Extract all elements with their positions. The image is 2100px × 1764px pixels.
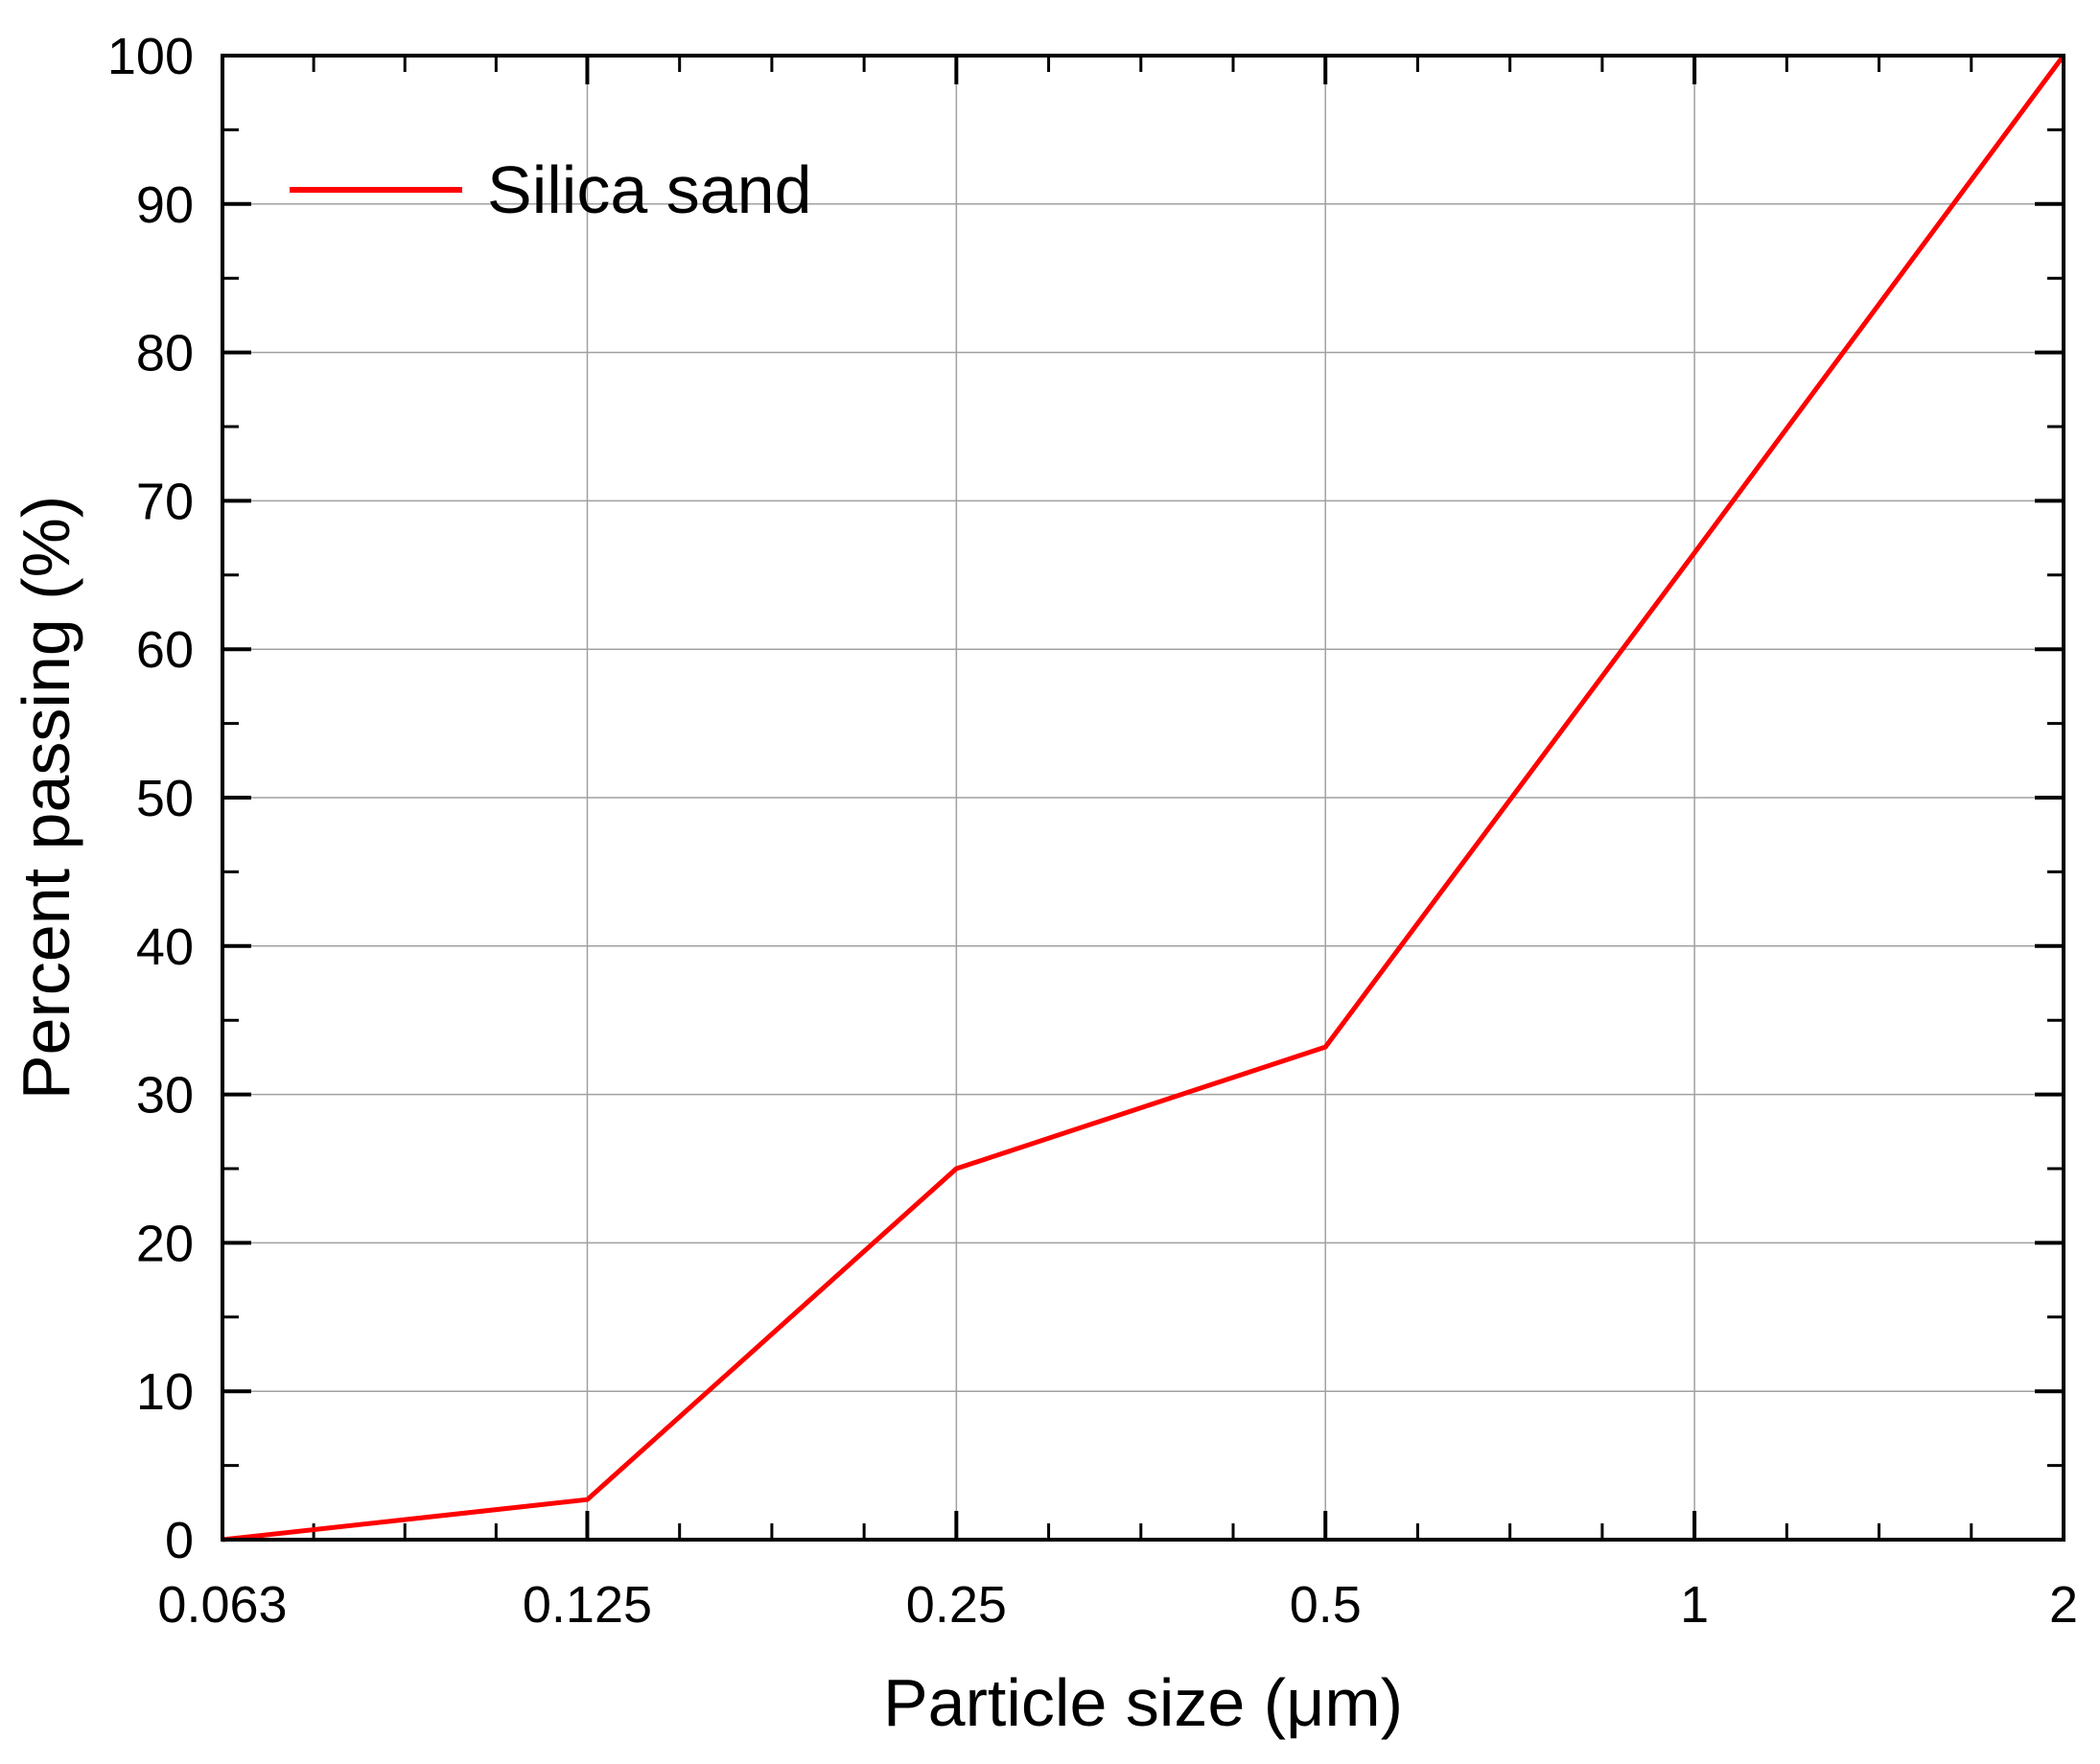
- x-tick-label: 0.063: [157, 1576, 287, 1634]
- y-tick-label: 90: [136, 176, 194, 234]
- series-line-silica-sand: [222, 54, 2066, 1543]
- legend-label-silica-sand: Silica sand: [487, 152, 812, 227]
- y-tick-label: 40: [136, 918, 194, 976]
- y-axis-title: Percent passing (%): [9, 496, 83, 1100]
- x-tick-label: 1: [1680, 1576, 1709, 1634]
- x-tick-label: 0.5: [1290, 1576, 1362, 1634]
- plot-frame: [221, 54, 2065, 1542]
- y-tick-label: 60: [136, 621, 194, 679]
- grid-lines: [222, 56, 2064, 1540]
- x-tick-label: 2: [2049, 1576, 2078, 1634]
- y-tick-label: 100: [107, 28, 194, 85]
- y-tick-label: 0: [165, 1512, 194, 1569]
- x-axis-title: Particle size (μm): [883, 1665, 1403, 1740]
- y-tick-label: 50: [136, 770, 194, 827]
- y-tick-label: 70: [136, 473, 194, 530]
- y-tick-label: 10: [136, 1363, 194, 1421]
- y-tick-label: 20: [136, 1215, 194, 1272]
- x-tick-labels: 0.063 0.125 0.25 0.5 1 2: [157, 1576, 2078, 1634]
- x-tick-label: 0.125: [523, 1576, 652, 1634]
- y-tick-labels: 0 10 20 30 40 50 60 70 80 90 100: [107, 28, 194, 1569]
- series-layer: [222, 54, 2066, 1543]
- y-tick-label: 30: [136, 1067, 194, 1125]
- x-tick-label: 0.25: [906, 1576, 1007, 1634]
- y-tick-label: 80: [136, 325, 194, 383]
- legend: Silica sand: [290, 152, 812, 227]
